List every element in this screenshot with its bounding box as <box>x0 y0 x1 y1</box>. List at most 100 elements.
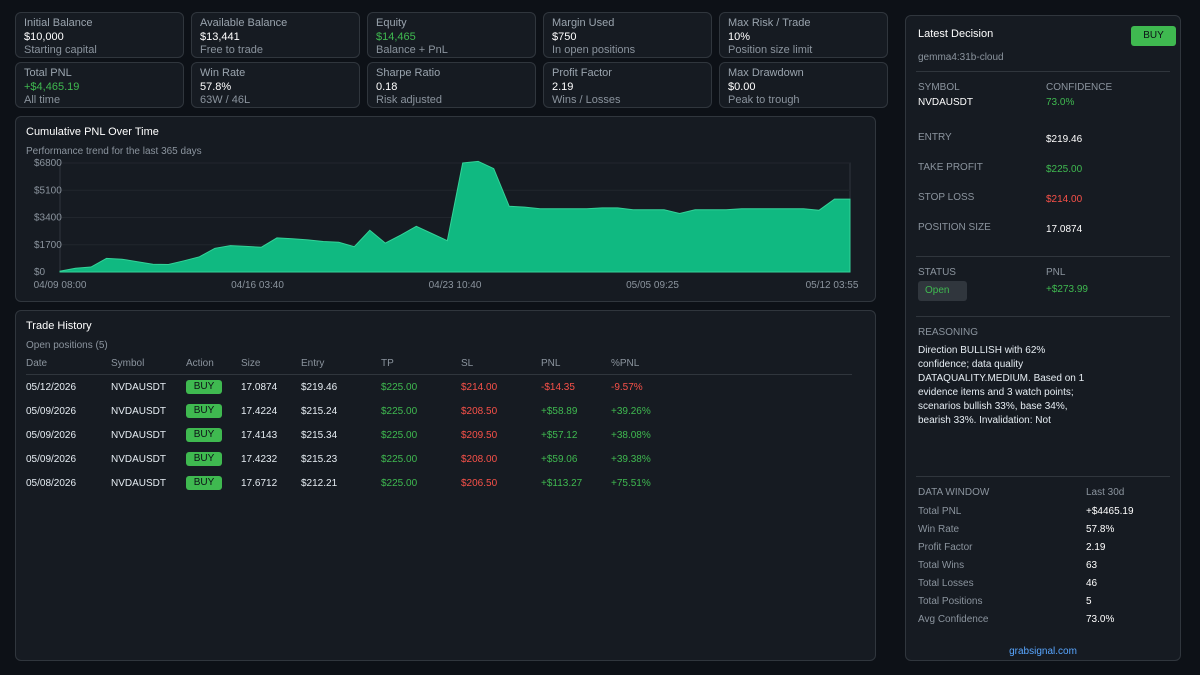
metric-label: Avg Confidence <box>918 614 989 625</box>
stat-card: Sharpe Ratio 0.18 Risk adjusted <box>367 62 536 108</box>
reasoning-text: Direction BULLISH with 62% confidence; d… <box>918 345 1085 426</box>
y-tick-label: $6800 <box>34 158 62 169</box>
stat-caption: Peak to trough <box>728 94 800 106</box>
stat-caption: Position size limit <box>728 44 813 56</box>
data-window-label: DATA WINDOW <box>918 487 990 498</box>
data-window-value: Last 30d <box>1086 487 1125 498</box>
stat-value: $10,000 <box>24 31 64 43</box>
column-header: PNL <box>541 358 561 369</box>
stat-caption: In open positions <box>552 44 636 56</box>
stat-value: 2.19 <box>552 81 574 93</box>
stat-value: 57.8% <box>200 81 232 93</box>
cell-date: 05/09/2026 <box>26 406 77 417</box>
cell-pnl: +$58.89 <box>541 406 578 417</box>
cell-entry: $215.34 <box>301 430 338 441</box>
table-row[interactable]: 05/08/2026 NVDAUSDT BUY 17.6712 $212.21 $225.… <box>16 473 875 497</box>
cell-symbol: NVDAUSDT <box>111 454 167 465</box>
metric-label: Total Wins <box>918 560 965 571</box>
stat-value: $14,465 <box>376 31 416 43</box>
stat-label: Total PNL <box>24 67 72 79</box>
cell-date: 05/08/2026 <box>26 478 77 489</box>
footer-link[interactable]: grabsignal.com <box>1009 646 1077 657</box>
metric-value: 5 <box>1086 596 1092 607</box>
column-header: %PNL <box>611 358 640 369</box>
metric-label: Total PNL <box>918 506 962 517</box>
table-row[interactable]: 05/09/2026 NVDAUSDT BUY 17.4232 $215.23 $225.… <box>16 449 875 473</box>
stat-caption: Risk adjusted <box>376 94 443 106</box>
stat-card: Max Drawdown $0.00 Peak to trough <box>719 62 888 108</box>
cell-symbol: NVDAUSDT <box>111 406 167 417</box>
cell-pct: +38.08% <box>611 430 651 441</box>
cell-pct: -9.57% <box>611 382 643 393</box>
chart-title: Cumulative PNL Over Time <box>26 126 159 138</box>
stat-caption: Starting capital <box>24 44 97 56</box>
cell-size: 17.6712 <box>241 478 278 489</box>
symbol-value: NVDAUSDT <box>918 97 974 108</box>
stat-label: Max Risk / Trade <box>728 17 811 29</box>
chart-subtitle: Performance trend for the last 365 days <box>26 146 202 157</box>
confidence-label: CONFIDENCE <box>1046 82 1113 93</box>
column-header: SL <box>461 358 474 369</box>
decision-buy-badge[interactable]: BUY <box>1131 26 1176 46</box>
column-header: Action <box>186 358 214 369</box>
cell-tp: $225.00 <box>381 478 418 489</box>
y-tick-label: $1700 <box>34 240 62 251</box>
cell-symbol: NVDAUSDT <box>111 430 167 441</box>
history-title: Trade History <box>26 320 92 332</box>
stat-label: Sharpe Ratio <box>376 67 441 79</box>
symbol-label: SYMBOL <box>918 82 960 93</box>
stop-loss-label: STOP LOSS <box>918 192 975 203</box>
position-size-value: 17.0874 <box>1046 224 1083 235</box>
cell-entry: $215.24 <box>301 406 338 417</box>
stat-caption: All time <box>24 94 61 106</box>
cell-size: 17.0874 <box>241 382 278 393</box>
cell-sl: $208.00 <box>461 454 498 465</box>
y-tick-label: $3400 <box>34 213 62 224</box>
metric-value: 63 <box>1086 560 1098 571</box>
stat-card: Equity $14,465 Balance + PnL <box>367 12 536 58</box>
cell-pct: +39.38% <box>611 454 651 465</box>
metric-label: Win Rate <box>918 524 960 535</box>
cell-sl: $208.50 <box>461 406 498 417</box>
cell-size: 17.4143 <box>241 430 278 441</box>
y-tick-label: $5100 <box>34 185 62 196</box>
table-row[interactable]: 05/09/2026 NVDAUSDT BUY 17.4224 $215.24 $225.… <box>16 401 875 425</box>
divider <box>916 71 1170 72</box>
status-label: STATUS <box>918 267 956 278</box>
header-divider <box>26 374 852 375</box>
stat-value: 10% <box>728 31 751 43</box>
cell-tp: $225.00 <box>381 430 418 441</box>
cell-entry: $212.21 <box>301 478 338 489</box>
stat-card: Profit Factor 2.19 Wins / Losses <box>543 62 712 108</box>
x-tick-label: 04/16 03:40 <box>231 280 284 291</box>
entry-label: ENTRY <box>918 132 952 143</box>
decision-model: gemma4:31b-cloud <box>918 52 1004 63</box>
x-tick-label: 05/12 03:55 <box>806 280 859 291</box>
stat-value: $13,441 <box>200 31 240 43</box>
action-badge: BUY <box>186 404 222 418</box>
x-tick-label: 05/05 09:25 <box>626 280 679 291</box>
cell-tp: $225.00 <box>381 454 418 465</box>
stat-value: $0.00 <box>728 81 756 93</box>
table-row[interactable]: 05/09/2026 NVDAUSDT BUY 17.4143 $215.34 $225.… <box>16 425 875 449</box>
cell-pnl: -$14.35 <box>541 382 575 393</box>
metric-value: 46 <box>1086 578 1098 589</box>
position-size-label: POSITION SIZE <box>918 222 991 233</box>
action-badge: BUY <box>186 380 222 394</box>
cell-sl: $209.50 <box>461 430 498 441</box>
metric-label: Total Positions <box>918 596 983 607</box>
cell-tp: $225.00 <box>381 406 418 417</box>
action-badge: BUY <box>186 476 222 490</box>
table-row[interactable]: 05/12/2026 NVDAUSDT BUY 17.0874 $219.46 $225.… <box>16 377 875 401</box>
x-tick-label: 04/23 10:40 <box>429 280 482 291</box>
stat-label: Max Drawdown <box>728 67 804 79</box>
take-profit-label: TAKE PROFIT <box>918 162 983 173</box>
column-header: Date <box>26 358 48 369</box>
column-header: Entry <box>301 358 325 369</box>
stat-caption: 63W / 46L <box>200 94 251 106</box>
column-header: TP <box>381 358 394 369</box>
pnl-area-chart: $0 $1700 $3400 $5100 $6800 04/09 08:00 04/16 0… <box>34 158 859 291</box>
divider <box>916 316 1170 317</box>
cell-date: 05/09/2026 <box>26 430 77 441</box>
stat-card: Available Balance $13,441 Free to trade <box>191 12 360 58</box>
